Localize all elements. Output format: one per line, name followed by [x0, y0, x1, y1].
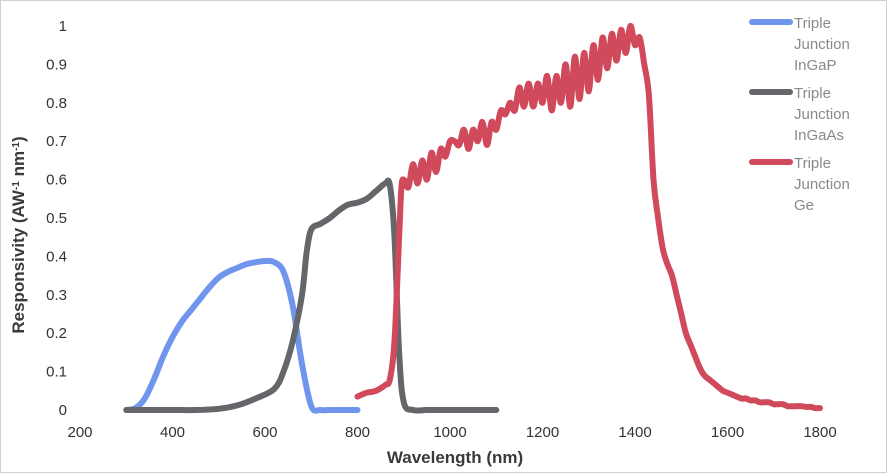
- y-axis-title-prefix: Responsivity (AW: [9, 189, 28, 334]
- x-axis-ticks: 200 400 600 800 1000 1200 1400 1600 1800: [67, 424, 836, 441]
- y-tick-label: 1: [59, 18, 67, 35]
- y-axis-title-sup1: -1: [11, 181, 22, 190]
- y-axis-title-sup2: -1: [11, 142, 22, 151]
- y-tick-label: 0: [59, 402, 67, 419]
- y-tick-label: 0.9: [46, 56, 67, 73]
- legend-label: Junction: [794, 36, 850, 53]
- y-tick-label: 0.3: [46, 287, 67, 304]
- series-line-triple-junction-ingaas: [123, 177, 500, 414]
- y-tick-label: 0.8: [46, 95, 67, 112]
- legend-label: Junction: [794, 106, 850, 123]
- y-tick-label: 0.7: [46, 133, 67, 150]
- y-tick-label: 0.2: [46, 325, 67, 342]
- x-tick-label: 1200: [526, 424, 559, 441]
- y-axis-ticks: 0 0.1 0.2 0.3 0.4 0.5 0.6 0.7 0.8 0.9 1: [46, 18, 67, 419]
- x-tick-label: 1000: [433, 424, 466, 441]
- legend-label: Triple: [794, 85, 831, 102]
- legend-label: InGaP: [794, 57, 837, 74]
- plot-area: [123, 22, 823, 414]
- x-tick-label: 1600: [711, 424, 744, 441]
- x-axis-title: Wavelength (nm): [387, 448, 523, 467]
- x-tick-label: 400: [160, 424, 185, 441]
- y-tick-label: 0.1: [46, 364, 67, 381]
- series-line-triple-junction-ingap: [123, 257, 361, 414]
- y-tick-label: 0.4: [46, 248, 67, 265]
- x-tick-label: 800: [345, 424, 370, 441]
- legend-label: Junction: [794, 176, 850, 193]
- series-line-triple-junction-ge: [354, 22, 823, 412]
- x-tick-label: 200: [67, 424, 92, 441]
- y-axis-title-suffix: ): [9, 136, 28, 142]
- legend-label: Triple: [794, 155, 831, 172]
- x-tick-label: 1400: [618, 424, 651, 441]
- y-axis-title: Responsivity (AW-1 nm-1): [9, 136, 28, 333]
- legend-label: Triple: [794, 15, 831, 32]
- y-tick-label: 0.5: [46, 210, 67, 227]
- legend-label: InGaAs: [794, 127, 844, 144]
- y-tick-label: 0.6: [46, 172, 67, 189]
- legend: Triple Junction InGaP Triple Junction InGaAs T…: [749, 15, 850, 214]
- legend-label: Ge: [794, 197, 814, 214]
- y-axis-title-middle: nm: [9, 151, 28, 181]
- x-tick-label: 600: [252, 424, 277, 441]
- x-tick-label: 1800: [803, 424, 836, 441]
